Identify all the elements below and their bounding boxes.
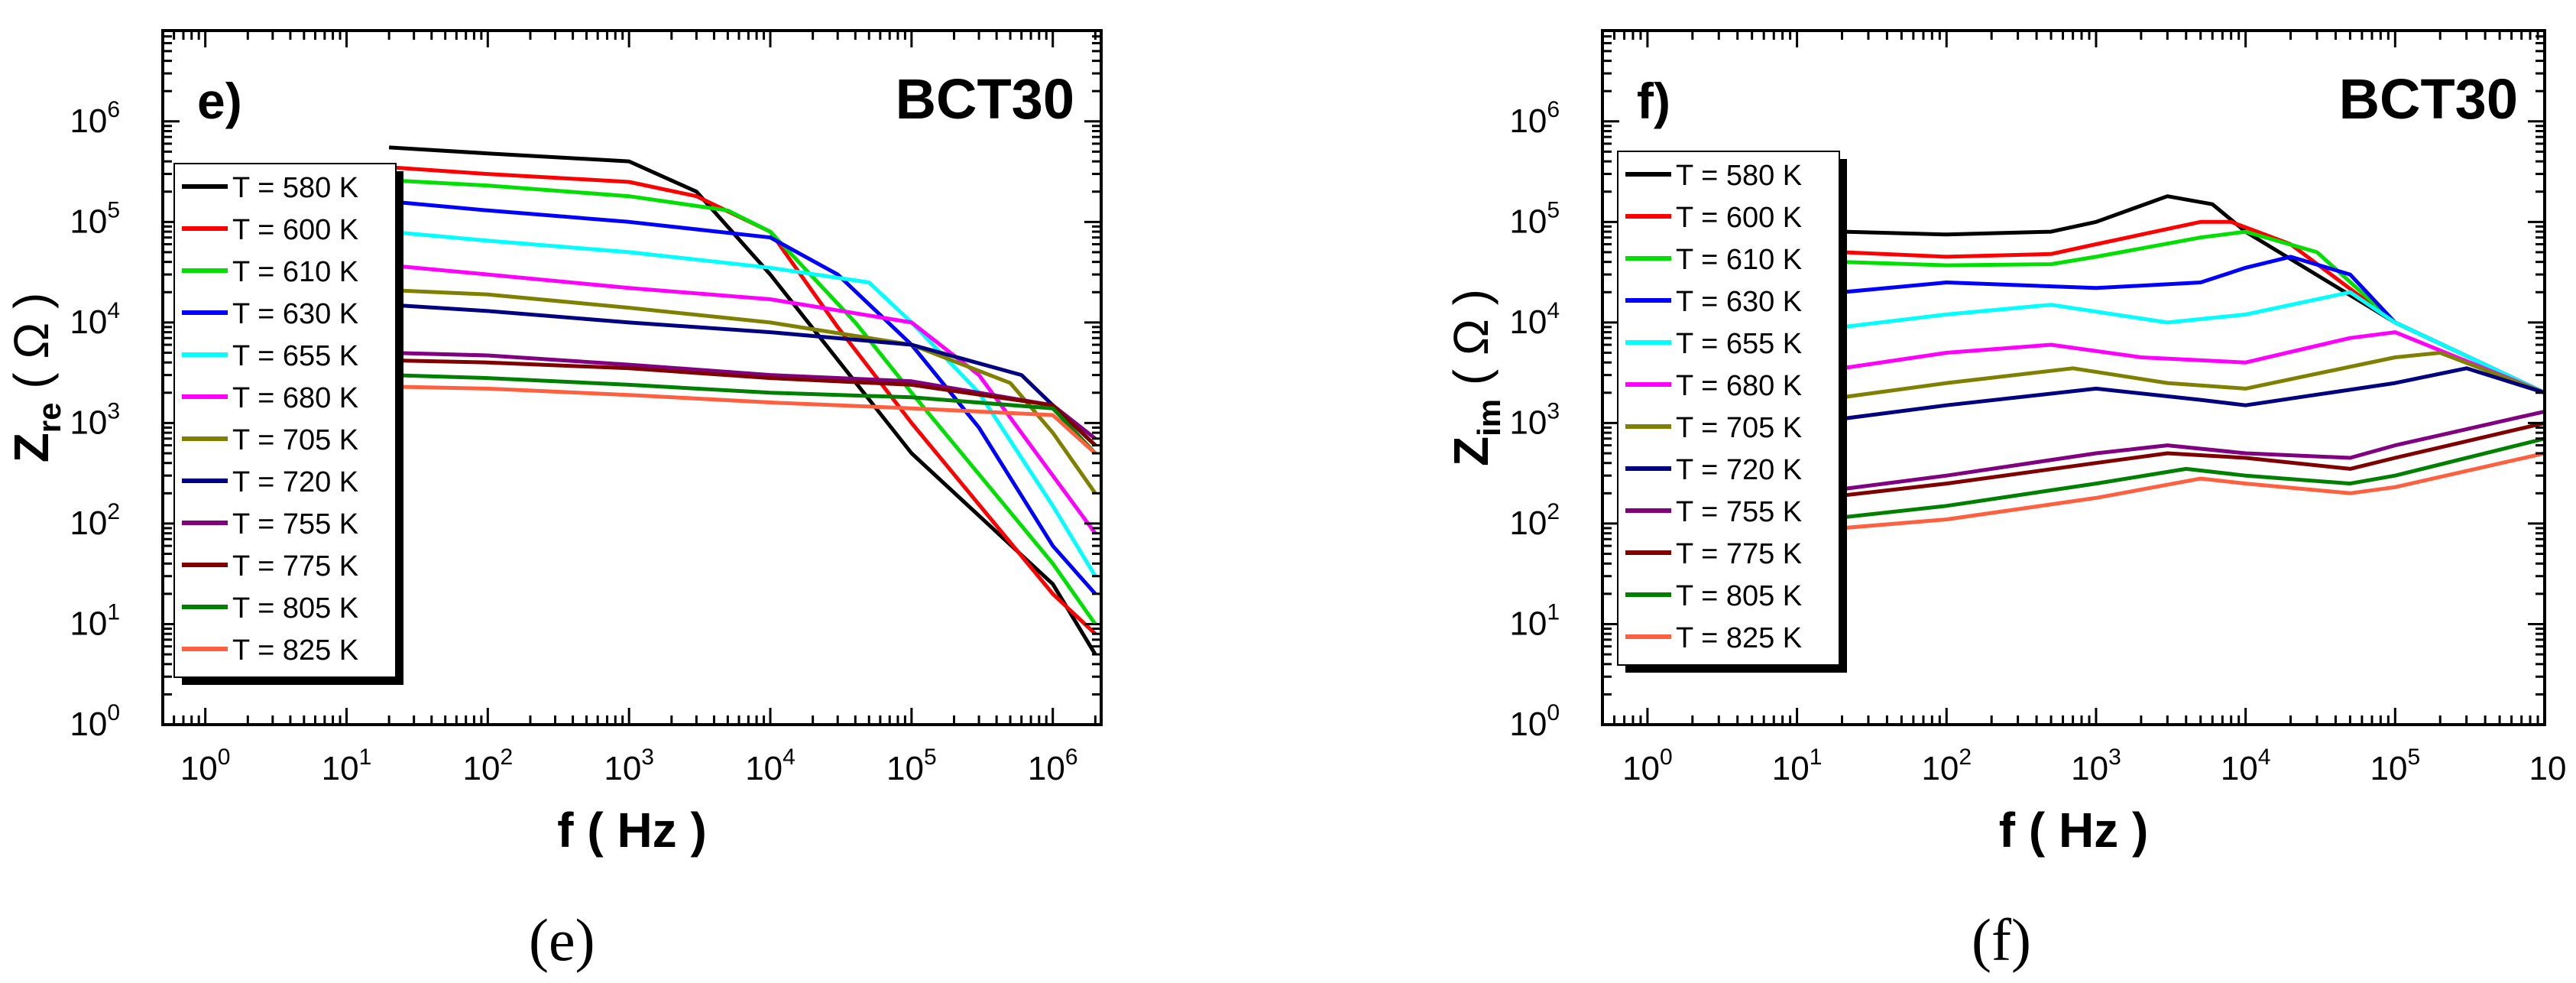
legend-entry: T = 825 K [232, 634, 358, 667]
legend-box [173, 163, 397, 678]
legend-entry: T = 755 K [1676, 496, 1802, 528]
legend-entry: T = 630 K [232, 298, 358, 330]
series-line [389, 358, 1097, 447]
x-tick-label-edge: 10 [2529, 750, 2567, 787]
y-tick-label: 100 [1509, 700, 1560, 743]
legend-entry: T = 775 K [232, 550, 358, 582]
x-tick-label: 106 [1028, 745, 1078, 787]
legend-entry: T = 580 K [1676, 160, 1802, 192]
series-line [388, 288, 1097, 495]
series-line [1842, 290, 2545, 395]
series-line [1842, 255, 2545, 395]
series-line [1842, 330, 2545, 395]
y-tick-label: 101 [1509, 599, 1560, 642]
series-line [388, 178, 1097, 625]
x-tick-label: 102 [1921, 745, 1972, 787]
y-tick-label: 106 [70, 97, 120, 140]
x-tick-label: 104 [745, 745, 795, 787]
legend-entry: T = 825 K [1676, 622, 1802, 654]
legend-entry: T = 655 K [1676, 328, 1802, 360]
y-tick-label: 102 [70, 499, 120, 542]
panel-label: f) [1637, 73, 1670, 129]
legend-entry: T = 655 K [232, 340, 358, 372]
y-tick-label: 102 [1509, 499, 1560, 542]
series-line [1842, 409, 2545, 492]
series-line [1842, 351, 2545, 400]
y-tick-label: 100 [70, 700, 120, 743]
y-tick-label: 106 [1509, 97, 1560, 140]
y-axis-label: Zim ( Ω ) [1444, 289, 1507, 466]
ticks-group [161, 29, 1101, 726]
caption-e: (e) [529, 907, 595, 973]
legend-entry: T = 755 K [232, 508, 358, 540]
series-group [1842, 194, 2545, 530]
legend-entry: T = 600 K [1676, 202, 1802, 234]
y-tick-label: 103 [70, 398, 120, 441]
plot-frame [161, 29, 1103, 726]
series-line [388, 303, 1097, 447]
panel-e: 100 101 102 103 104 105 106 100 101 102 103 104 105 1… [4, 29, 1103, 858]
legend-entry: T = 610 K [232, 256, 358, 288]
legend-entry: T = 580 K [232, 172, 358, 204]
x-tick-label: 101 [1772, 745, 1823, 787]
y-tick-label: 105 [70, 197, 120, 240]
legend-entry: T = 805 K [1676, 580, 1802, 612]
legend-entry: T = 680 K [1676, 370, 1802, 402]
series-line [389, 384, 1097, 455]
series-line [388, 263, 1097, 535]
x-tick-label: 103 [604, 745, 654, 787]
series-line [1842, 420, 2545, 498]
series-group [388, 145, 1097, 656]
x-tick-label: 105 [886, 745, 937, 787]
series-line [1842, 366, 2545, 421]
series-line [388, 229, 1097, 577]
series-line [1842, 194, 2545, 395]
series-line [1842, 219, 2545, 395]
y-tick-label: 104 [1509, 298, 1560, 341]
x-tick-label: 103 [2071, 745, 2121, 787]
x-tick-label: 100 [1622, 745, 1673, 787]
legend-entry: T = 630 K [1676, 286, 1802, 318]
x-tick-label: 105 [2370, 745, 2420, 787]
legend-entry: T = 610 K [1676, 244, 1802, 276]
x-tick-label: 101 [322, 745, 372, 787]
x-tick-label: 102 [463, 745, 514, 787]
y-tick-label: 105 [1509, 197, 1560, 240]
series-line [388, 200, 1097, 595]
panel-label: e) [197, 73, 242, 129]
legend-entry: T = 720 K [1676, 454, 1802, 486]
series-line [1842, 436, 2545, 520]
panel-f: 100 101 102 103 104 105 10 100 101 102 103 104 105 10… [1444, 29, 2567, 858]
legend: T = 580 K T = 600 K T = 610 K T = 630 K T = … [1617, 151, 1847, 673]
x-axis-label: f ( Hz ) [1999, 803, 2149, 858]
y-tick-label: 103 [1509, 398, 1560, 441]
legend-entry: T = 705 K [1676, 412, 1802, 444]
x-tick-label: 100 [180, 745, 231, 787]
legend: T = 580 K T = 600 K T = 610 K T = 630 K T = … [173, 163, 403, 685]
y-tick-label: 101 [70, 599, 120, 642]
y-tick-label: 104 [70, 298, 120, 341]
y-axis-label: Zre ( Ω ) [4, 293, 67, 463]
legend-entry: T = 680 K [232, 382, 358, 414]
series-line [1842, 451, 2545, 530]
chart-title: BCT30 [896, 67, 1074, 131]
x-axis-label: f ( Hz ) [557, 803, 707, 858]
legend-entry: T = 705 K [232, 424, 358, 456]
legend-entry: T = 775 K [1676, 538, 1802, 570]
x-tick-label: 104 [2221, 745, 2271, 787]
caption-f: (f) [1972, 907, 2031, 973]
legend-entry: T = 805 K [232, 592, 358, 625]
series-line [1842, 229, 2545, 395]
ticks-group [1601, 29, 2546, 726]
legend-entry: T = 600 K [232, 214, 358, 246]
series-line [389, 373, 1097, 455]
legend-box [1617, 151, 1840, 666]
chart-title: BCT30 [2339, 67, 2518, 131]
legend-entry: T = 720 K [232, 466, 358, 498]
